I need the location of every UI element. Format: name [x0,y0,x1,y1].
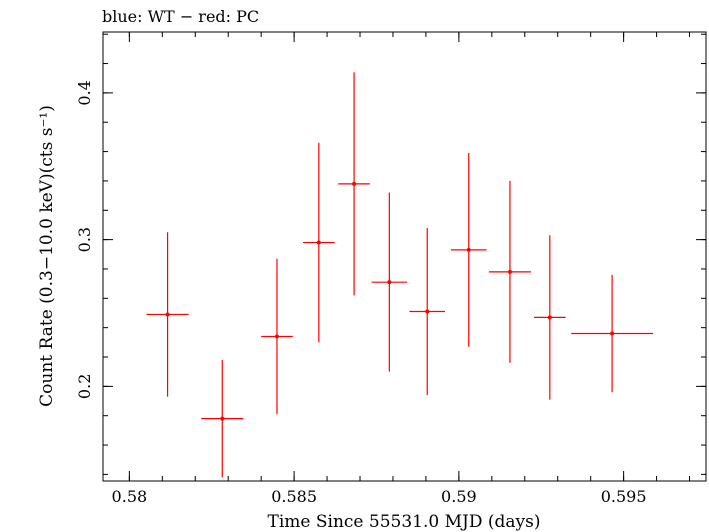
data-point [274,334,279,339]
data-point-group [371,192,408,372]
x-axis-label: Time Since 55531.0 MJD (days) [268,512,541,532]
data-point [387,280,392,285]
data-point [425,309,430,314]
chart-title: blue: WT − red: PC [102,7,259,26]
data-point [547,315,552,320]
y-tick-label: 0.2 [75,374,94,399]
data-point-group [450,153,487,347]
data-point-group [533,235,566,400]
axis-ticks [103,32,706,481]
data-point [507,269,512,274]
data-point [220,416,225,421]
data-point-group [261,258,293,415]
data-point-group [303,142,335,343]
data-point [466,247,471,252]
tick-labels: 0.58 0.585 0.59 0.595 0.2 0.3 0.4 [75,80,647,506]
y-tick-label: 0.3 [75,227,94,252]
data-point-group [488,180,532,363]
x-tick-label: 0.585 [271,487,317,506]
data-point-group [409,227,446,396]
data-point [316,240,321,245]
y-tick-label: 0.4 [75,80,94,105]
data-point-group [571,274,653,393]
data-point-group [338,72,370,296]
data-marks [146,72,653,478]
data-point-group [201,359,244,478]
plot-frame [102,31,707,482]
x-tick-label: 0.595 [601,487,647,506]
data-point [610,331,615,336]
data-point [352,181,357,186]
data-point-group [146,232,189,397]
x-tick-label: 0.58 [112,487,148,506]
data-point [165,312,170,317]
y-axis-label: Count Rate (0.3−10.0 keV)(cts s⁻¹) [37,105,57,407]
x-tick-label: 0.59 [441,487,477,506]
